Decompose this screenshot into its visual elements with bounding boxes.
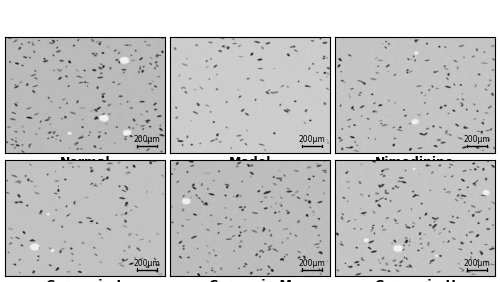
Text: 200μm: 200μm: [299, 259, 326, 268]
X-axis label: Model: Model: [229, 156, 271, 169]
Text: 200μm: 200μm: [134, 259, 160, 268]
Text: 200μm: 200μm: [299, 135, 326, 144]
X-axis label: Curcumin-L: Curcumin-L: [46, 279, 125, 282]
X-axis label: Nimodipine: Nimodipine: [375, 156, 454, 169]
X-axis label: Curcumin-M: Curcumin-M: [208, 279, 292, 282]
X-axis label: Normal: Normal: [60, 156, 110, 169]
Text: 200μm: 200μm: [464, 135, 490, 144]
Text: 200μm: 200μm: [134, 135, 160, 144]
X-axis label: Curcumin-H: Curcumin-H: [374, 279, 456, 282]
Text: 200μm: 200μm: [464, 259, 490, 268]
